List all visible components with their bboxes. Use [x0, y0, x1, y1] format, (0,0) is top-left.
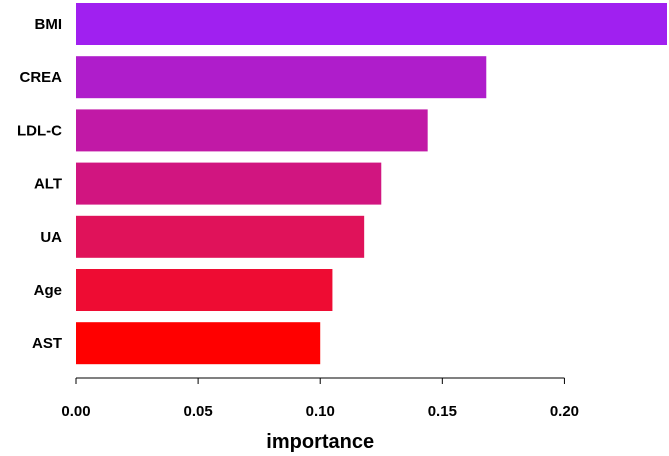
category-label: LDL-C [17, 122, 62, 139]
x-axis: 0.00 0.05 0.10 0.15 0.20 [61, 377, 579, 420]
x-tick-label: 0.20 [550, 403, 579, 420]
bar-ua [76, 215, 365, 258]
bar-age [76, 269, 333, 311]
category-label: BMI [35, 16, 63, 33]
bars-group [76, 3, 667, 365]
bar-ldl-c [76, 109, 428, 152]
x-tick-label: 0.00 [61, 403, 90, 420]
bar-bmi [76, 3, 667, 45]
x-axis-label: importance [266, 431, 374, 453]
category-label: ALT [34, 176, 62, 193]
bar-crea [76, 56, 487, 99]
x-tick-label: 0.15 [428, 403, 457, 420]
category-label: AST [32, 335, 62, 352]
category-label: CREA [19, 69, 62, 86]
bar-alt [76, 162, 382, 205]
category-label: Age [34, 282, 62, 299]
bar-ast [76, 322, 321, 365]
category-label: UA [40, 229, 62, 246]
x-tick-label: 0.05 [184, 403, 213, 420]
category-labels: BMI CREA LDL-C ALT UA Age AST [17, 16, 62, 352]
x-tick-label: 0.10 [306, 403, 335, 420]
